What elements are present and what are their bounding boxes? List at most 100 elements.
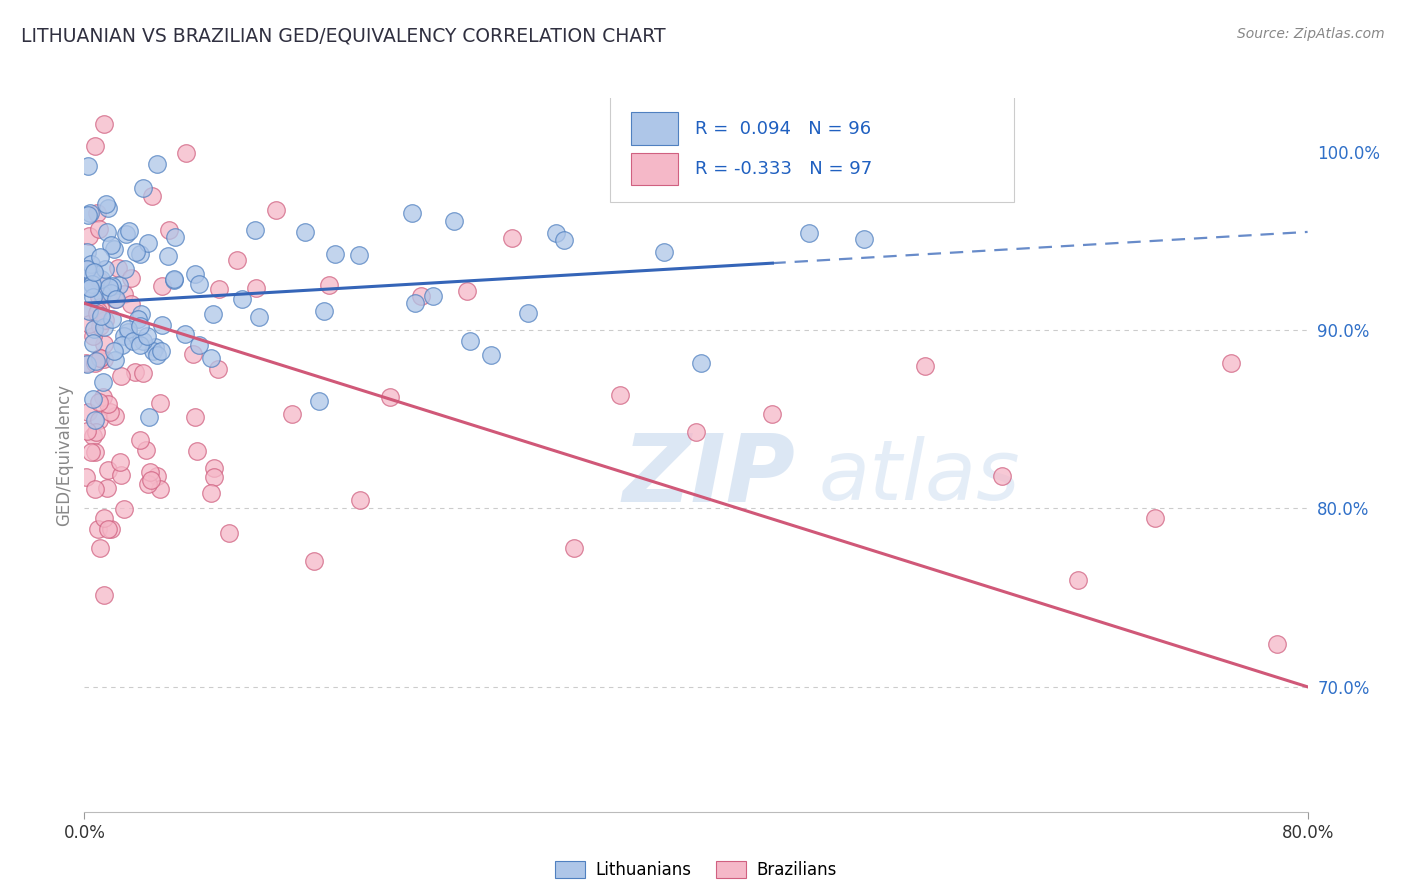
Point [163,273,186,287]
Point [96,226,118,240]
Point [156,249,179,263]
Point [75,263,97,277]
Point [79,206,101,220]
Point [325,247,347,261]
Point [114,262,136,277]
Point [80,266,103,280]
Point [148,396,170,410]
Point [142,343,165,358]
Point [118,224,141,238]
Point [165,230,187,244]
Point [187,338,209,352]
Point [76,159,98,173]
Point [853,232,876,246]
Point [87,303,110,318]
Point [87,413,110,427]
Point [84,444,107,458]
Point [294,225,316,239]
Point [1067,574,1090,588]
Point [108,455,131,469]
Point [87,522,110,536]
Point [96,482,118,496]
Point [652,245,675,260]
Point [218,526,240,541]
Point [94,196,117,211]
Point [146,469,169,483]
Point [145,348,167,362]
Point [87,290,110,304]
Point [82,335,104,350]
Point [302,554,325,568]
Point [914,359,936,374]
Point [797,226,820,240]
Point [685,425,707,440]
Legend: Lithuanians, Brazilians: Lithuanians, Brazilians [548,854,844,886]
Point [163,272,186,286]
Point [129,247,152,261]
Point [76,302,98,317]
Point [143,340,166,354]
Point [93,588,115,602]
Point [90,310,112,324]
Point [131,334,153,349]
Point [401,206,423,220]
Point [104,292,127,306]
Point [83,322,105,336]
Point [136,329,159,343]
Point [546,226,568,240]
Point [83,482,105,496]
Point [89,301,111,315]
Point [86,305,108,319]
Point [91,390,114,404]
Point [149,482,172,496]
Point [89,351,111,365]
Point [82,429,104,443]
Point [97,280,120,294]
Point [245,223,267,237]
Point [112,502,135,516]
Point [312,304,335,318]
Point [89,541,111,556]
Point [202,470,225,484]
Point [98,405,121,419]
Point [138,410,160,425]
Point [188,277,211,292]
Point [107,260,129,275]
Bar [631,112,678,145]
Text: Source: ZipAtlas.com: Source: ZipAtlas.com [1237,27,1385,41]
Point [87,395,110,409]
Point [226,253,249,268]
Point [186,443,208,458]
Point [146,157,169,171]
Point [456,284,478,298]
Point [141,474,163,488]
Point [91,375,114,389]
Point [76,244,98,259]
Point [136,476,159,491]
Point [100,286,122,301]
Point [129,319,152,334]
Point [174,326,197,341]
Point [84,139,107,153]
Point [76,424,98,438]
Point [553,233,575,247]
Point [87,273,110,287]
Point [111,337,134,351]
Point [794,162,817,177]
Point [245,281,267,295]
Point [104,292,127,306]
Point [157,223,180,237]
Point [97,463,120,477]
Point [77,405,100,419]
Point [77,318,100,332]
Point [104,352,127,367]
Point [184,267,207,281]
Point [77,304,100,318]
Point [280,408,302,422]
Point [86,425,108,439]
Point [93,351,115,366]
Point [184,410,207,425]
Point [181,347,204,361]
Point [129,337,152,351]
Point [75,470,97,484]
